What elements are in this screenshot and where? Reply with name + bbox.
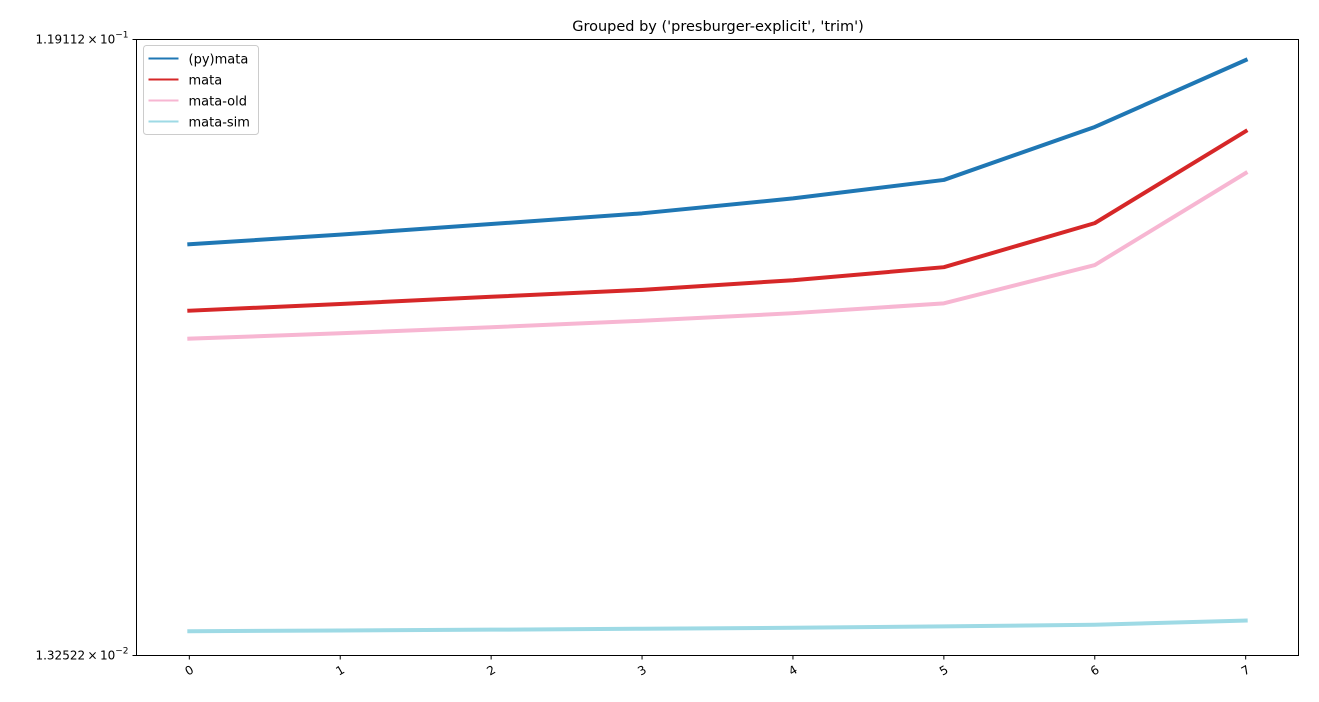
plot-frame	[136, 39, 1299, 656]
y-axis: 1.19112 × 10−1 1.32522 × 10−2	[35, 31, 137, 663]
legend-label: mata-old	[189, 95, 247, 110]
series-line-1	[187, 128, 1249, 313]
series-layer	[187, 57, 1249, 634]
series-line-2	[187, 170, 1249, 341]
y-tick-label: 1.32522 × 10−2	[35, 647, 128, 663]
chart-title: Grouped by ('presburger-explicit', 'trim…	[572, 19, 864, 35]
legend-label: mata	[189, 74, 223, 89]
legend-box	[143, 45, 259, 135]
legend: (py)mata mata mata-old mata-sim	[143, 45, 259, 135]
series-line-0	[187, 57, 1249, 247]
legend-label: (py)mata	[189, 53, 249, 68]
legend-label: mata-sim	[189, 116, 250, 131]
series-line-3	[187, 618, 1248, 634]
y-tick-label: 1.19112 × 10−1	[35, 31, 128, 47]
